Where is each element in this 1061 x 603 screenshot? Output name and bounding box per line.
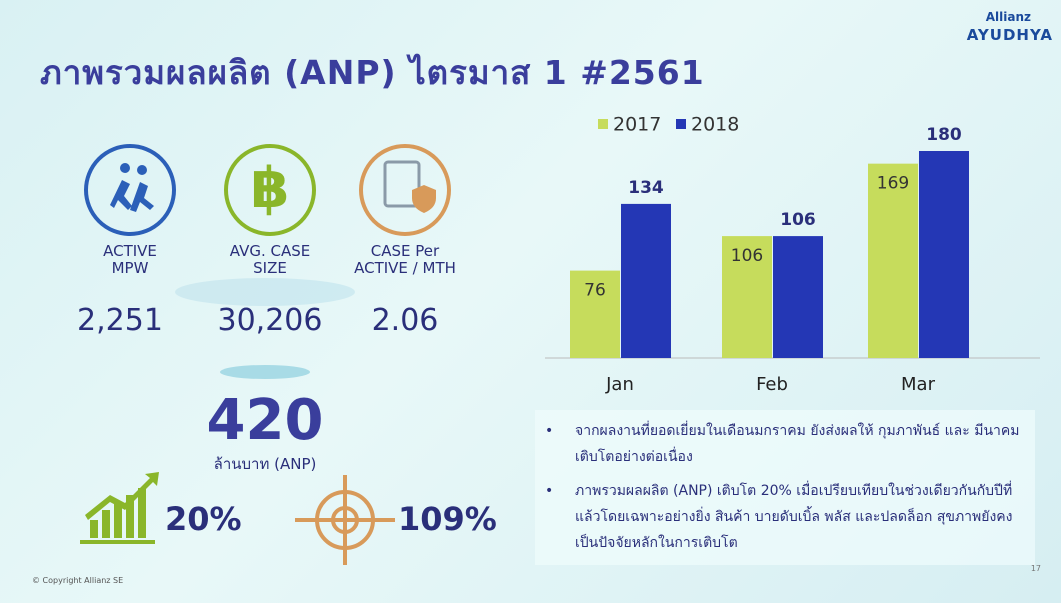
bar (570, 270, 620, 358)
legend-label: 2017 (613, 114, 661, 136)
metric-label: AVG. CASE SIZE (195, 243, 345, 277)
metric-label-line: AVG. CASE (229, 242, 311, 260)
slide-title: ภาพรวมผลผลิต (ANP) ไตรมาส 1 #2561 (40, 53, 705, 92)
anp-value: 420 (206, 388, 324, 453)
icon-target (295, 475, 395, 565)
data-label: 106 (780, 210, 816, 230)
metric-value: 2,251 (77, 303, 163, 338)
x-tick-label: Mar (901, 374, 936, 395)
runner-figures (110, 163, 154, 212)
icon-baht (224, 144, 316, 236)
x-tick-label: Feb (756, 374, 788, 395)
logo-text: Allianz (985, 10, 1031, 24)
data-label: 134 (628, 178, 664, 198)
icon-runners (84, 144, 176, 236)
legend-swatch (676, 119, 686, 129)
funnel-drop (220, 365, 310, 379)
icon-growth (80, 472, 159, 544)
legend-swatch (598, 119, 608, 129)
copyright: © Copyright Allianz SE (32, 576, 124, 585)
metric-label-line: MPW (111, 259, 149, 277)
bar (621, 203, 671, 358)
metric-value: 30,206 (217, 303, 323, 338)
bar (919, 151, 969, 358)
data-label: 76 (584, 281, 606, 301)
metric-value: 2.06 (371, 303, 439, 338)
data-label: 106 (731, 246, 763, 266)
page-number: 17 (1030, 564, 1041, 573)
legend-label: 2018 (691, 114, 739, 136)
metric-label-line: ACTIVE / MTH (354, 259, 456, 277)
data-label: 180 (926, 125, 962, 145)
growth-value: 20% (165, 500, 242, 538)
metric-label: ACTIVE MPW (55, 243, 205, 277)
bar (722, 236, 772, 358)
metric-label: CASE Per ACTIVE / MTH (330, 243, 480, 277)
target-value: 109% (398, 500, 497, 538)
funnel (175, 278, 355, 306)
note-bullet: จากผลงานที่ยอดเยี่ยมในเดือนมกราคม ยังส่ง… (535, 418, 1025, 470)
note-bullet: ภาพรวมผลผลิต (ANP) เติบโต 20% เมื่อเปรีย… (535, 478, 1025, 556)
anp-unit: ล้านบาท (ANP) (213, 455, 317, 473)
metric-label-line: ACTIVE (103, 242, 157, 260)
data-label: 169 (877, 174, 909, 194)
x-tick-label: Jan (605, 374, 634, 395)
logo-text: AYUDHYA (966, 26, 1053, 44)
metric-label-line: CASE Per (370, 242, 440, 260)
metric-label-line: SIZE (253, 259, 287, 277)
doc-shape (383, 160, 421, 208)
icon-case (359, 144, 451, 236)
bar (868, 163, 918, 358)
bar (773, 236, 823, 358)
baht-sign: ฿ (251, 156, 290, 221)
shield-shape (412, 185, 436, 213)
notes-box: จากผลงานที่ยอดเยี่ยมในเดือนมกราคม ยังส่ง… (535, 410, 1035, 565)
